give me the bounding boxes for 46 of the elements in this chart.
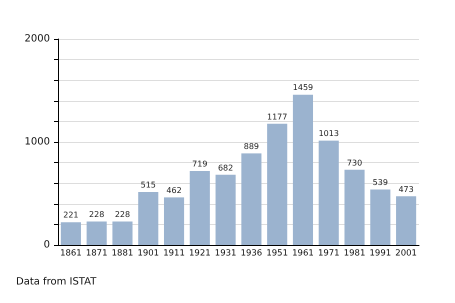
x-tick-label: 1861 bbox=[60, 248, 82, 258]
bar bbox=[190, 170, 210, 245]
x-tick-label: 1936 bbox=[240, 248, 262, 258]
bar bbox=[216, 174, 236, 245]
x-tick-label: 1871 bbox=[86, 248, 108, 258]
bar bbox=[370, 189, 390, 245]
y-tick-label: 1000 bbox=[24, 136, 50, 148]
bar bbox=[60, 222, 81, 245]
bar bbox=[292, 94, 314, 245]
x-tick-label: 1971 bbox=[318, 248, 340, 258]
text: Data from ISTAT bbox=[16, 276, 98, 288]
data-label: 1459 bbox=[292, 83, 314, 92]
y-tick-label: 2000 bbox=[24, 34, 50, 44]
data-label: 730 bbox=[346, 158, 362, 168]
data-label: 462 bbox=[166, 186, 182, 195]
bar bbox=[344, 170, 365, 245]
data-label: 228 bbox=[114, 210, 130, 220]
y-tick-label: 0 bbox=[44, 240, 50, 250]
x-tick-label: 1981 bbox=[344, 248, 366, 258]
bar bbox=[396, 196, 416, 245]
x-tick-label: 1901 bbox=[137, 248, 160, 258]
x-tick-label: 1951 bbox=[266, 248, 288, 258]
data-label: 719 bbox=[192, 159, 208, 168]
bar bbox=[164, 197, 184, 245]
bar bbox=[138, 192, 158, 245]
bar bbox=[112, 222, 133, 245]
x-tick-label: 1961 bbox=[292, 248, 314, 258]
x-tick-label: 1991 bbox=[370, 248, 392, 258]
x-tick-label: 2001 bbox=[395, 248, 417, 258]
data-label: 1013 bbox=[318, 129, 339, 138]
bar bbox=[267, 124, 288, 245]
data-label: 682 bbox=[218, 163, 234, 172]
data-label: 539 bbox=[372, 178, 388, 187]
x-tick-label: 1931 bbox=[214, 248, 236, 258]
x-tick-label: 1921 bbox=[189, 248, 211, 258]
data-label: 515 bbox=[140, 180, 156, 190]
bar bbox=[86, 222, 107, 245]
bar bbox=[318, 140, 339, 245]
data-label: 221 bbox=[63, 210, 79, 220]
data-label: 228 bbox=[89, 210, 104, 220]
x-tick-label: 1911 bbox=[163, 248, 185, 258]
bar bbox=[241, 153, 262, 245]
data-label: 889 bbox=[244, 142, 260, 151]
data-label: 473 bbox=[398, 184, 414, 194]
data-label: 1177 bbox=[267, 112, 288, 122]
x-tick-label: 1881 bbox=[112, 248, 134, 258]
